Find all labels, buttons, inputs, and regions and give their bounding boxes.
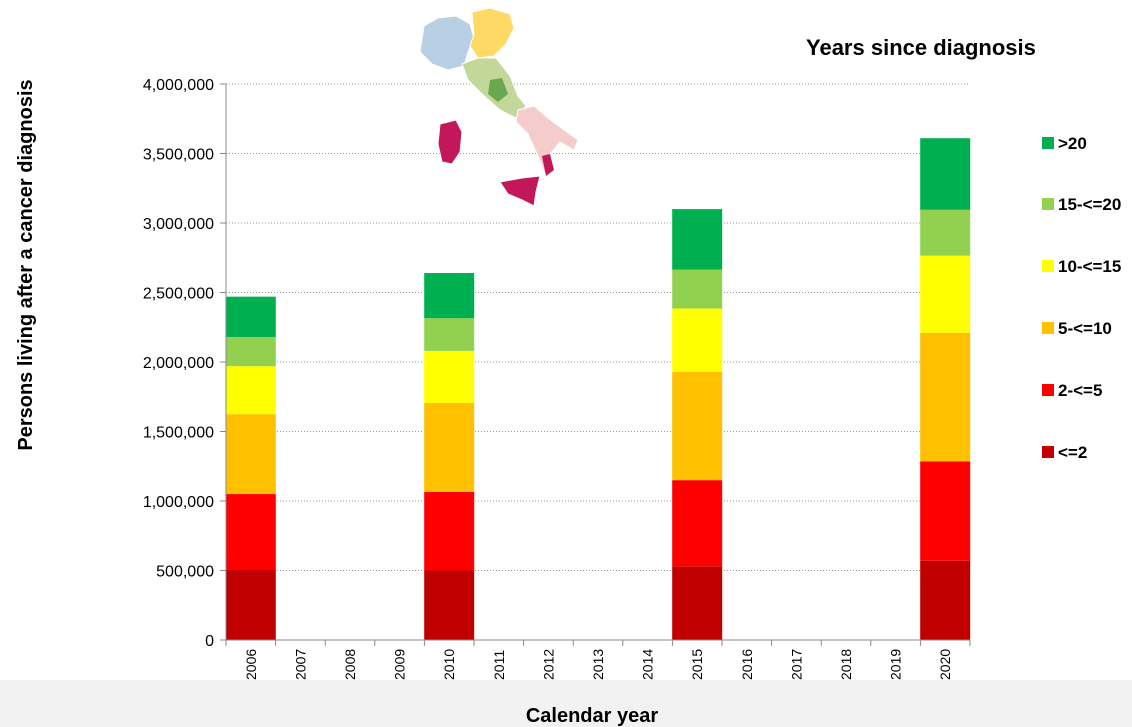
gridlines <box>226 83 970 571</box>
legend-swatch <box>1042 198 1054 210</box>
legend-label: 15-<=20 <box>1058 195 1121 214</box>
x-tick-label: 2016 <box>739 649 755 680</box>
y-axis-title: Persons living after a cancer diagnosis <box>15 79 37 450</box>
y-tick-label: 1,000,000 <box>143 494 214 511</box>
bar-segment <box>225 366 276 415</box>
y-tick-label: 2,500,000 <box>143 286 214 303</box>
bar-segment <box>424 491 475 571</box>
x-tick-label: 2007 <box>292 649 308 680</box>
legend-swatch <box>1042 446 1054 458</box>
y-tick-label: 1,500,000 <box>143 425 214 442</box>
bar-segment <box>424 273 475 319</box>
x-tick-label: 2020 <box>937 649 953 680</box>
x-axis-title: Calendar year <box>526 705 659 727</box>
map-northwest <box>419 15 475 71</box>
x-tick-label: 2010 <box>441 649 457 680</box>
italy-map-icon <box>419 7 579 207</box>
bar-segment <box>672 269 723 309</box>
bar-segment <box>672 566 723 640</box>
legend-label: 2-<=5 <box>1058 381 1102 400</box>
bar-segment <box>672 480 723 567</box>
legend-title: Years since diagnosis <box>806 35 1036 60</box>
x-tick-label: 2008 <box>342 649 358 680</box>
bar-segment <box>225 494 276 570</box>
bar-segment <box>424 570 475 640</box>
footer-band <box>0 680 1132 727</box>
x-tick-label: 2012 <box>540 649 556 680</box>
x-tick-label: 2006 <box>243 649 259 680</box>
legend-label: >20 <box>1058 134 1087 153</box>
bar-segment <box>920 209 971 256</box>
bar-segment <box>672 371 723 481</box>
x-tick-label: 2017 <box>788 649 804 680</box>
legend-swatch <box>1042 384 1054 396</box>
bar-segment <box>672 209 723 270</box>
legend-label: 10-<=15 <box>1058 257 1121 276</box>
bar-segment <box>920 332 971 462</box>
x-tick-label: 2013 <box>590 649 606 680</box>
map-northeast <box>469 7 515 59</box>
bar-segment <box>920 138 971 210</box>
map-sardinia <box>437 119 463 165</box>
bars <box>225 138 971 640</box>
bar-segment <box>225 414 276 495</box>
map-sicily <box>499 175 541 207</box>
bar-segment <box>920 255 971 333</box>
legend-swatch <box>1042 260 1054 272</box>
bar-segment <box>424 350 475 404</box>
y-tick-label: 3,000,000 <box>143 216 214 233</box>
bar-segment <box>225 569 276 640</box>
map-calabria <box>542 154 554 176</box>
bar-segment <box>225 296 276 337</box>
x-tick-label: 2014 <box>640 649 656 680</box>
legend-swatch <box>1042 322 1054 334</box>
y-tick-label: 0 <box>205 633 214 650</box>
legend: >20 15-<=20 10-<=15 5-<=10 2-<=5 <=2 <box>1042 134 1121 462</box>
bar-segment <box>920 461 971 561</box>
y-tick-label: 4,000,000 <box>143 77 214 94</box>
x-tick-label: 2018 <box>838 649 854 680</box>
x-tick-label: 2015 <box>689 649 705 680</box>
y-tick-label: 500,000 <box>156 564 214 581</box>
map-center-dark <box>488 78 508 102</box>
y-tick-labels: 0 500,000 1,000,000 1,500,000 2,000,000 2,500… <box>143 77 226 650</box>
x-tick-label: 2019 <box>888 649 904 680</box>
bar-segment <box>424 403 475 492</box>
legend-swatch <box>1042 137 1054 149</box>
bar-segment <box>920 560 971 640</box>
bar-segment <box>424 318 475 351</box>
x-tick-labels: 2006 2007 2008 2009 2010 2011 2012 2013 2014 2015… <box>225 640 971 680</box>
bar-segment <box>225 336 276 367</box>
legend-label: <=2 <box>1058 443 1087 462</box>
y-tick-label: 2,000,000 <box>143 355 214 372</box>
map-south <box>515 105 579 177</box>
bar-segment <box>672 308 723 372</box>
legend-label: 5-<=10 <box>1058 319 1112 338</box>
y-tick-label: 3,500,000 <box>143 147 214 164</box>
x-tick-label: 2011 <box>491 650 507 680</box>
x-tick-label: 2009 <box>392 649 408 680</box>
